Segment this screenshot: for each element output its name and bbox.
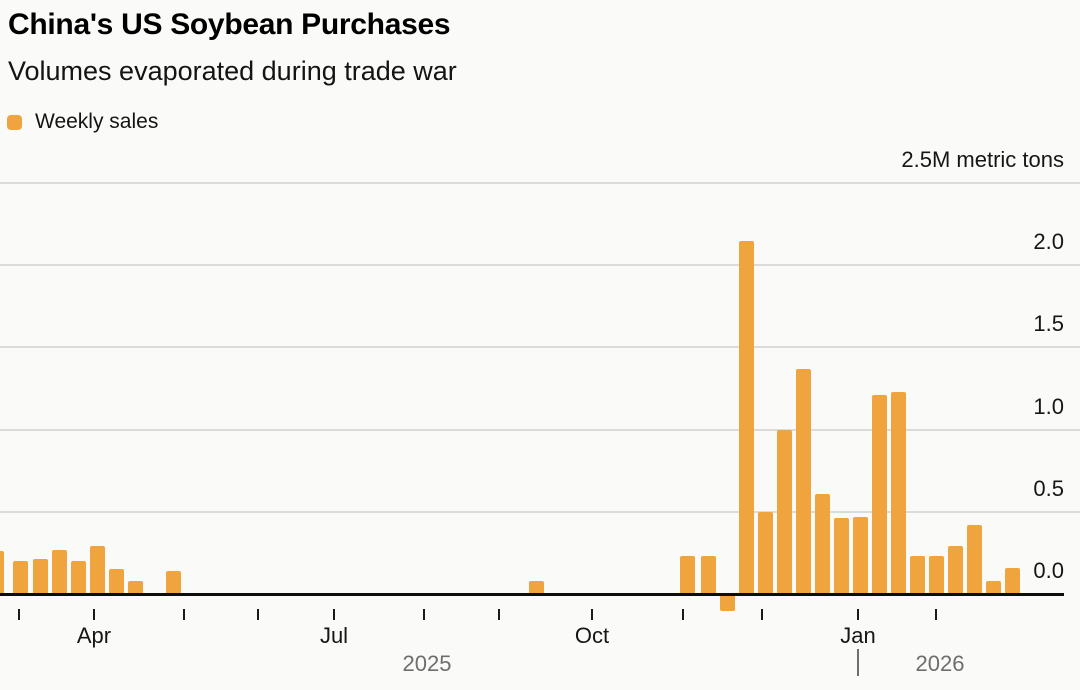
weekly-sales-bar [700,556,716,594]
weekly-sales-bar [165,571,181,594]
y-gridline [0,264,1080,267]
x-tick [498,609,500,620]
chart-subtitle: Volumes evaporated during trade war [8,56,457,86]
weekly-sales-bar [738,241,754,594]
x-tick [857,609,859,620]
x-tick [333,609,335,620]
weekly-sales-bar [871,395,887,594]
y-tick-label: 1.0 [1033,393,1064,419]
x-tick [93,609,95,620]
weekly-sales-bar [985,581,1001,594]
y-tick-label: 2.0 [1033,229,1064,255]
y-gridline [0,346,1080,349]
year-divider [857,649,859,676]
weekly-sales-bar [89,546,105,594]
legend-label: Weekly sales [35,110,159,133]
weekly-sales-bar [757,512,773,594]
weekly-sales-bar [795,369,811,594]
weekly-sales-bar [51,550,67,594]
weekly-sales-bar [528,581,544,594]
y-gridline [0,182,1080,184]
x-tick-label: Oct [574,623,610,648]
x-tick [761,609,763,620]
x-tick [682,609,684,620]
weekly-sales-bar [12,561,28,594]
x-axis-line [0,593,1064,596]
year-label: 2025 [402,651,452,676]
weekly-sales-bar [833,518,849,594]
y-gridline [0,428,1080,431]
chart-title: China's US Soybean Purchases [8,8,451,41]
y-tick-label: 0.5 [1033,475,1064,501]
weekly-sales-bar [719,596,735,611]
weekly-sales-bar [928,556,944,594]
x-tick [257,609,259,620]
weekly-sales-bar [32,559,48,594]
weekly-sales-bar [890,392,906,594]
legend-swatch-icon [7,114,22,130]
x-tick-label: Apr [76,623,112,648]
weekly-sales-bar [108,569,124,594]
y-gridline [0,510,1080,513]
y-tick-label: 0.0 [1033,558,1064,583]
x-tick [935,609,937,620]
x-tick-label: Jan [840,623,876,648]
weekly-sales-bar [679,556,695,594]
y-tick-label: 1.5 [1033,311,1064,337]
weekly-sales-bar [966,525,982,594]
weekly-sales-bar [0,551,4,594]
legend: Weekly sales [7,110,158,134]
x-tick [18,609,20,620]
x-tick [183,609,185,620]
weekly-sales-bar [776,430,792,594]
x-tick [591,609,593,620]
weekly-sales-bar [814,494,830,594]
weekly-sales-bar [127,581,143,594]
year-label: 2026 [915,651,965,676]
weekly-sales-bar [70,561,86,594]
weekly-sales-bar [947,546,963,594]
x-tick-label: Jul [319,623,349,648]
weekly-sales-bar [1004,568,1020,594]
y-axis-unit-label: 2.5M metric tons [901,147,1064,172]
weekly-sales-bar [852,517,868,594]
weekly-sales-bar [909,556,925,594]
x-tick [423,609,425,620]
